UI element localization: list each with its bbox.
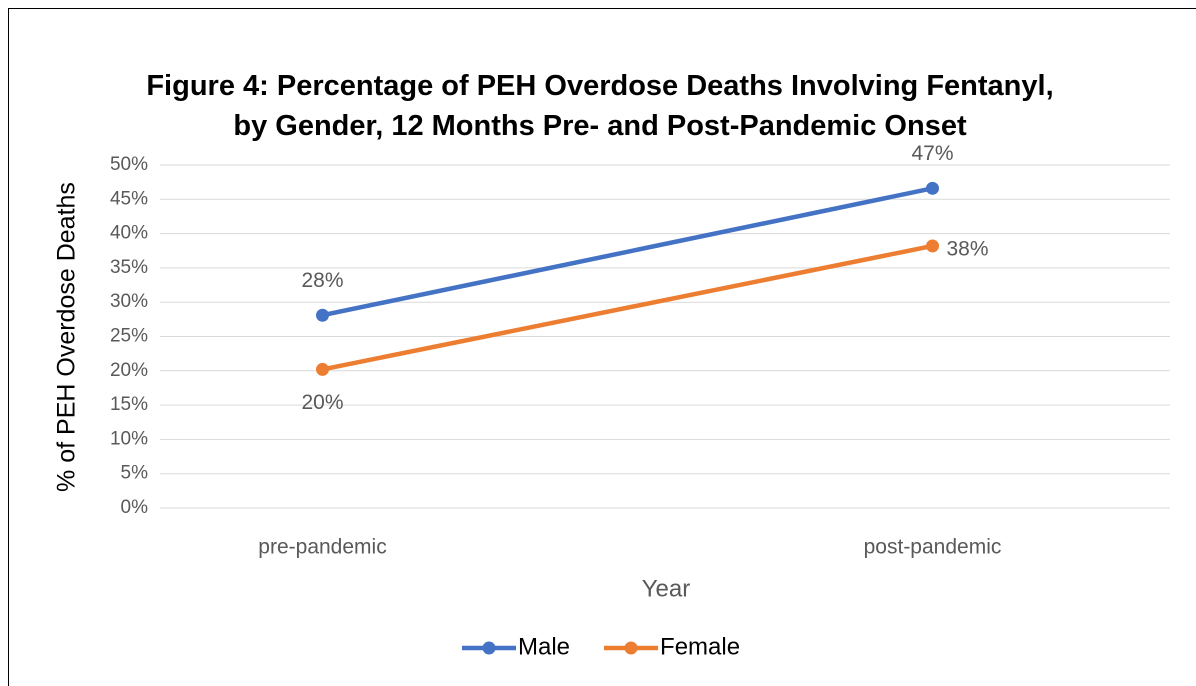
legend-label: Female [660, 633, 740, 660]
y-tick-label: 35% [110, 257, 148, 278]
y-axis-title: % of PEH Overdose Deaths [53, 182, 81, 492]
y-tick-label: 5% [121, 463, 149, 484]
frame [8, 8, 1196, 686]
y-tick-label: 40% [110, 223, 148, 244]
x-tick-label: pre-pandemic [258, 536, 386, 559]
chart-title: Figure 4: Percentage of PEH Overdose Dea… [146, 70, 1054, 142]
x-tick-label: post-pandemic [864, 536, 1002, 559]
data-label: 20% [301, 391, 343, 414]
y-tick-label: 50% [110, 154, 148, 175]
x-axis-title: Year [642, 575, 691, 602]
y-tick-label: 20% [110, 360, 148, 381]
y-tick-label: 10% [110, 428, 148, 449]
y-tick-label: 15% [110, 394, 148, 415]
point [316, 362, 329, 376]
legend-marker [624, 641, 638, 655]
point [926, 181, 939, 195]
line [322, 186, 933, 318]
point [316, 308, 329, 322]
y-tick-label: 25% [110, 326, 148, 347]
line [322, 243, 933, 372]
y-tick-label: 30% [110, 291, 148, 312]
legend-marker [482, 641, 496, 655]
y-tick-label: 0% [121, 497, 149, 518]
data-label: 28% [301, 269, 343, 292]
point [926, 239, 939, 253]
legend-label: Male [518, 633, 570, 660]
y-tick-label: 45% [110, 188, 148, 209]
data-label: 47% [911, 142, 953, 165]
data-label: 38% [947, 237, 989, 260]
